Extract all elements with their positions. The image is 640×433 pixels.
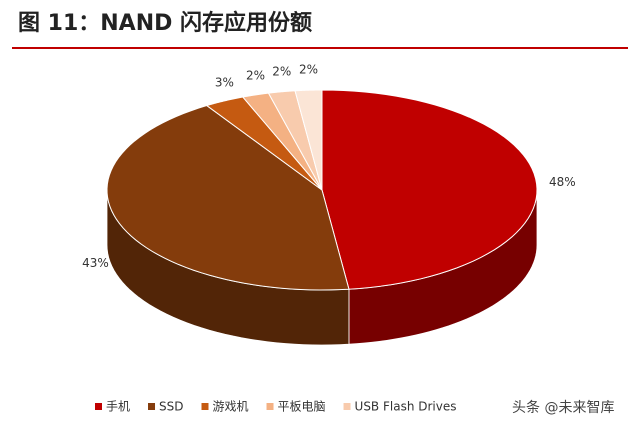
data-label: 2% — [246, 68, 265, 82]
labels: 48% 43% 3% 2% 2% 2% — [82, 63, 576, 270]
data-label: 3% — [215, 76, 234, 90]
slice — [205, 96, 323, 191]
data-label: 43% — [82, 256, 109, 270]
legend-swatch — [148, 403, 156, 410]
legend-swatch — [95, 403, 102, 410]
data-label: 2% — [299, 63, 318, 77]
chart-title: 图 11：NAND 闪存应用份额 — [18, 10, 312, 36]
legend-swatch — [201, 403, 209, 410]
slice — [241, 92, 323, 191]
legend-label: 平板电脑 — [278, 400, 326, 414]
pie-tops — [106, 89, 538, 291]
data-label: 48% — [549, 175, 576, 189]
slice — [106, 105, 350, 291]
slice — [294, 89, 323, 191]
slice — [267, 90, 323, 191]
legend-swatch — [343, 403, 351, 410]
legend-label: SSD — [159, 400, 183, 414]
legend: 手机 SSD 游戏机 平板电脑 USB Flash Drives — [95, 400, 456, 414]
legend-swatch — [266, 403, 274, 410]
legend-label: 手机 — [106, 400, 130, 414]
legend-label: USB Flash Drives — [355, 400, 457, 414]
slice — [321, 89, 538, 290]
watermark: 头条 @未来智库 — [512, 399, 614, 416]
data-label: 2% — [272, 65, 291, 79]
legend-label: 游戏机 — [213, 400, 249, 414]
